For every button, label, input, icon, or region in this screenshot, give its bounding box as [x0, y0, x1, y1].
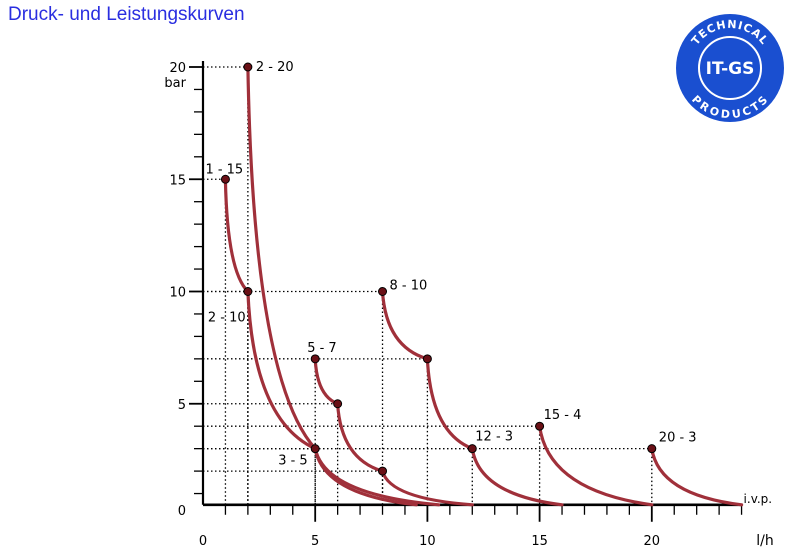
- data-point: [310, 354, 320, 364]
- point-label: 5 - 7: [307, 341, 337, 356]
- x-axis-label: l/h: [756, 533, 773, 549]
- y-tick-label: 10: [169, 286, 186, 301]
- logo-disc: [676, 14, 784, 122]
- curve-line: [380, 289, 564, 507]
- curve-line: [538, 424, 654, 507]
- data-point: [422, 354, 432, 364]
- point-label: 8 - 10: [390, 279, 428, 294]
- point-labels: 1 - 15 2 - 20 2 - 10 8 - 10 5 - 7 3 - 5 12 - 3…: [205, 60, 696, 469]
- point-label: 12 - 3: [475, 430, 513, 445]
- logo-brand: IT-GS: [706, 59, 755, 79]
- x-tick-label: 5: [311, 534, 319, 549]
- curves: [223, 65, 744, 507]
- y-tick-label: 20: [169, 61, 186, 76]
- curve-line: [313, 357, 474, 507]
- curve-line: [223, 177, 418, 507]
- it-gs-logo: TECHNICAL PRODUCTS IT-GS: [676, 14, 784, 122]
- curve-line: [246, 65, 441, 507]
- data-point: [647, 444, 657, 454]
- point-label: 1 - 15: [205, 162, 243, 177]
- point-label: 2 - 20: [256, 60, 294, 75]
- data-point: [535, 421, 545, 431]
- markers: [220, 62, 657, 476]
- data-point: [333, 399, 343, 409]
- curve-line: [650, 447, 744, 507]
- data-point: [243, 287, 253, 296]
- data-point: [378, 287, 388, 296]
- page-title: Druck- und Leistungskurven: [8, 4, 245, 25]
- x-tick-label: 0: [199, 534, 207, 549]
- data-point: [220, 174, 230, 184]
- point-label: 3 - 5: [278, 454, 308, 469]
- data-point: [243, 62, 253, 72]
- data-point: [467, 444, 477, 454]
- point-label: 15 - 4: [544, 408, 582, 423]
- y-axis-label: bar: [164, 76, 186, 91]
- data-point: [310, 444, 320, 454]
- y-tick-label: 5: [178, 398, 186, 413]
- point-label: 2 - 10: [208, 311, 246, 326]
- y-tick-label: 0: [178, 504, 186, 519]
- data-point: [378, 466, 388, 476]
- x-tick-label: 20: [644, 534, 661, 549]
- guide-lines: [203, 66, 653, 505]
- x-tick-label: 10: [419, 534, 436, 549]
- x-tick-label: 15: [531, 534, 548, 549]
- point-label: 20 - 3: [659, 431, 697, 446]
- y-tick-label: 15: [169, 173, 186, 188]
- logo-ring: [698, 36, 762, 100]
- baseline-label: i.v.p.: [744, 492, 773, 506]
